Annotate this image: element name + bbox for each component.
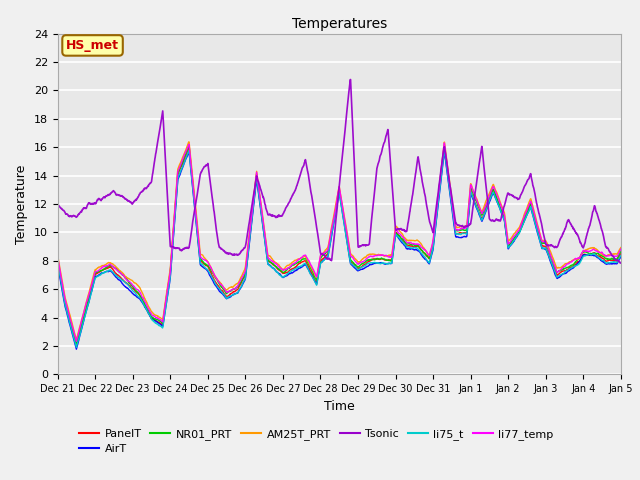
Y-axis label: Temperature: Temperature [15,164,28,244]
Legend: PanelT, AirT, NR01_PRT, AM25T_PRT, Tsonic, li75_t, li77_temp: PanelT, AirT, NR01_PRT, AM25T_PRT, Tsoni… [74,424,558,459]
Text: HS_met: HS_met [66,39,119,52]
Title: Temperatures: Temperatures [292,17,387,31]
X-axis label: Time: Time [324,400,355,413]
